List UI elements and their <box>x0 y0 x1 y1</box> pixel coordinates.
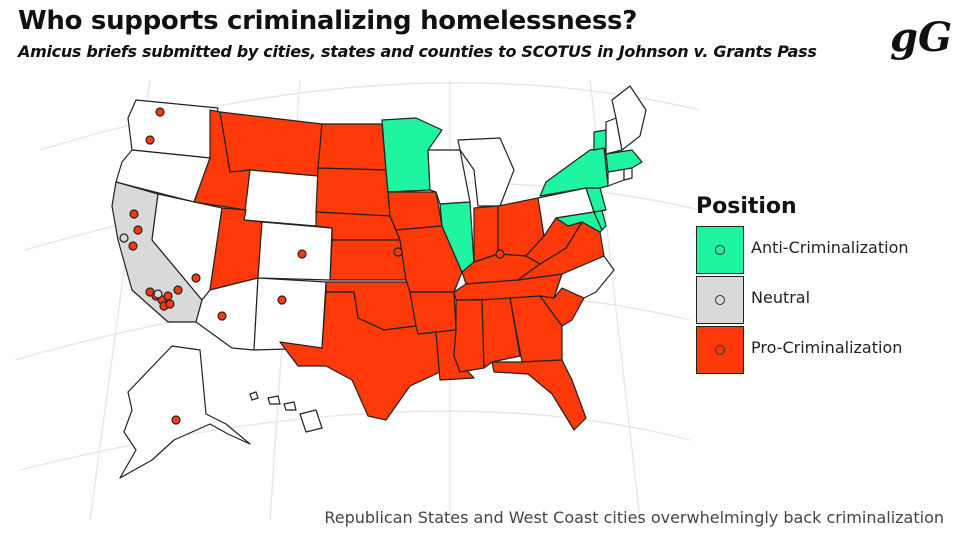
state-arkansas <box>409 291 457 335</box>
legend-dot <box>715 295 725 305</box>
legend-dot <box>715 345 725 355</box>
state-georgia <box>509 295 563 363</box>
state-rhode-island <box>623 167 633 181</box>
city-marker <box>153 289 163 299</box>
graticule-line <box>19 410 691 471</box>
state-texas <box>279 291 441 421</box>
legend-swatch-pro <box>696 326 744 374</box>
city-marker <box>128 241 138 251</box>
city-marker <box>155 107 165 117</box>
state-colorado <box>257 221 333 281</box>
footnote: Republican States and West Coast cities … <box>324 508 944 527</box>
legend-label-anti: Anti-Criminalization <box>751 238 909 257</box>
city-marker <box>129 209 139 219</box>
state-massachusetts <box>605 149 643 173</box>
state-kansas <box>329 239 407 281</box>
city-marker <box>165 299 175 309</box>
state-alabama <box>481 297 521 369</box>
legend-swatch-anti <box>696 226 744 274</box>
city-marker <box>217 311 227 321</box>
legend-label-pro: Pro-Criminalization <box>751 338 903 357</box>
map-title: Who supports criminalizing homelessness? <box>18 6 637 36</box>
city-marker <box>171 415 181 425</box>
legend-label-neutral: Neutral <box>751 288 811 307</box>
city-marker <box>133 225 143 235</box>
state-mississippi <box>453 299 485 373</box>
state-new-york <box>539 147 609 197</box>
state-vermont <box>593 129 607 155</box>
state-south-dakota <box>315 167 391 217</box>
city-marker <box>495 249 505 259</box>
city-marker <box>277 295 287 305</box>
state-iowa <box>387 191 443 231</box>
state-oregon <box>115 149 211 203</box>
legend-title: Position <box>696 194 797 219</box>
state-florida <box>491 359 587 431</box>
city-marker <box>119 233 129 243</box>
state-maine <box>611 85 647 151</box>
map-subtitle: Amicus briefs submitted by cities, state… <box>18 42 817 61</box>
state-michigan <box>457 137 515 207</box>
state-north-dakota <box>317 123 387 171</box>
city-marker <box>145 135 155 145</box>
legend-swatch-neutral <box>696 276 744 324</box>
state-montana <box>219 111 323 177</box>
state-indiana <box>473 205 499 263</box>
brand-logo: gG <box>890 14 953 61</box>
city-marker <box>163 291 173 301</box>
city-marker <box>393 247 403 257</box>
state-washington <box>127 99 219 159</box>
city-marker <box>173 285 183 295</box>
state-new-mexico <box>253 277 327 351</box>
state-wyoming <box>243 169 319 227</box>
legend-dot <box>715 245 725 255</box>
state-hawaii <box>249 391 323 433</box>
city-marker <box>191 273 201 283</box>
state-alaska <box>119 345 251 479</box>
city-marker <box>297 249 307 259</box>
